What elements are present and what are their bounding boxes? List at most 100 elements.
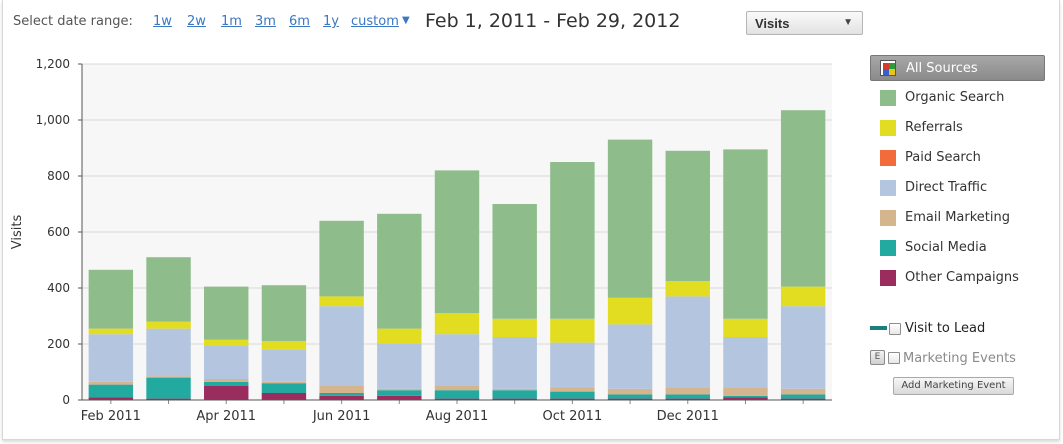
legend-referrals[interactable]: Referrals <box>870 115 1045 141</box>
bar-segment-direct-traffic[interactable] <box>377 344 422 389</box>
bar-segment-referrals[interactable] <box>780 286 826 307</box>
bar-segment-organic-search[interactable] <box>723 149 768 319</box>
bar-segment-direct-traffic[interactable] <box>261 349 307 382</box>
marketing-events-checkbox[interactable] <box>888 352 900 364</box>
bar-segment-email-marketing[interactable] <box>723 387 768 396</box>
bar-segment-organic-search[interactable] <box>204 286 249 340</box>
bar-segment-referrals[interactable] <box>434 313 480 335</box>
legend-direct-traffic[interactable]: Direct Traffic <box>870 175 1045 201</box>
add-marketing-event-button[interactable]: Add Marketing Event <box>893 377 1014 395</box>
bar-segment-social-media[interactable] <box>204 381 249 386</box>
bar-segment-email-marketing[interactable] <box>146 376 191 378</box>
bar-segment-direct-traffic[interactable] <box>204 345 249 379</box>
bar-segment-organic-search[interactable] <box>607 139 653 298</box>
bar-segment-other-campaigns[interactable] <box>723 397 768 400</box>
legend-email-marketing[interactable]: Email Marketing <box>870 205 1045 231</box>
bar-segment-referrals[interactable] <box>319 296 364 307</box>
bar-segment-referrals[interactable] <box>146 321 191 329</box>
bar-segment-direct-traffic[interactable] <box>607 324 653 389</box>
bar-segment-referrals[interactable] <box>204 339 249 346</box>
legend-all-sources[interactable]: All Sources <box>870 55 1045 81</box>
bar-segment-email-marketing[interactable] <box>607 388 653 395</box>
bar-segment-direct-traffic[interactable] <box>550 342 595 388</box>
bar-segment-email-marketing[interactable] <box>434 386 480 391</box>
bar-segment-other-campaigns[interactable] <box>261 393 307 400</box>
bar-segment-email-marketing[interactable] <box>665 387 710 395</box>
bar-segment-organic-search[interactable] <box>377 213 422 329</box>
custom-dropdown-arrow-icon[interactable]: ▼ <box>402 15 410 26</box>
bar-segment-referrals[interactable] <box>261 341 307 350</box>
marketing-events-toggle[interactable]: E Marketing Events <box>870 349 1050 369</box>
bar-segment-other-campaigns[interactable] <box>434 398 480 400</box>
bar-segment-direct-traffic[interactable] <box>665 296 710 388</box>
bar-segment-direct-traffic[interactable] <box>434 334 480 386</box>
bar-segment-direct-traffic[interactable] <box>88 334 134 382</box>
bar-segment-direct-traffic[interactable] <box>492 337 537 389</box>
bar-segment-social-media[interactable] <box>261 383 307 393</box>
bar-segment-organic-search[interactable] <box>492 204 537 319</box>
bar-segment-direct-traffic[interactable] <box>146 328 191 377</box>
metric-select[interactable]: Visits ▼ <box>746 11 863 35</box>
legend-other-campaigns[interactable]: Other Campaigns <box>870 265 1045 291</box>
bar-segment-organic-search[interactable] <box>665 150 710 281</box>
visit-to-lead-toggle[interactable]: Visit to Lead <box>870 320 1050 340</box>
bar-segment-email-marketing[interactable] <box>204 379 249 382</box>
bar-segment-other-campaigns[interactable] <box>377 395 422 400</box>
bar-segment-referrals[interactable] <box>665 281 710 297</box>
range-1w-link[interactable]: 1w <box>153 14 172 29</box>
bar-segment-referrals[interactable] <box>723 318 768 337</box>
bar-segment-email-marketing[interactable] <box>550 387 595 392</box>
legend-paid-search[interactable]: Paid Search <box>870 145 1045 171</box>
bar-segment-organic-search[interactable] <box>319 220 364 297</box>
bar-segment-social-media[interactable] <box>492 390 537 399</box>
bar-segment-social-media[interactable] <box>723 395 768 398</box>
range-2w-link[interactable]: 2w <box>187 14 206 29</box>
bar-segment-email-marketing[interactable] <box>261 381 307 384</box>
bar-segment-email-marketing[interactable] <box>492 388 537 391</box>
bar-segment-referrals[interactable] <box>377 328 422 344</box>
bar-segment-other-campaigns[interactable] <box>319 395 364 400</box>
bar-segment-social-media[interactable] <box>319 393 364 396</box>
bar-segment-social-media[interactable] <box>665 394 710 399</box>
bar-segment-organic-search[interactable] <box>780 110 826 287</box>
bar-segment-social-media[interactable] <box>88 384 134 398</box>
range-1m-link[interactable]: 1m <box>221 14 242 29</box>
bar-segment-other-campaigns[interactable] <box>665 398 710 400</box>
bar-segment-referrals[interactable] <box>550 318 595 343</box>
bar-segment-social-media[interactable] <box>146 377 191 399</box>
bar-segment-other-campaigns[interactable] <box>550 398 595 400</box>
bar-segment-email-marketing[interactable] <box>319 386 364 393</box>
bar-segment-other-campaigns[interactable] <box>492 398 537 400</box>
bar-segment-email-marketing[interactable] <box>780 388 826 395</box>
bar-segment-social-media[interactable] <box>607 394 653 399</box>
bar-segment-organic-search[interactable] <box>261 285 307 342</box>
bar-segment-social-media[interactable] <box>434 390 480 399</box>
bar-segment-other-campaigns[interactable] <box>607 398 653 400</box>
bar-segment-other-campaigns[interactable] <box>780 398 826 400</box>
bar-segment-referrals[interactable] <box>88 328 134 335</box>
bar-segment-direct-traffic[interactable] <box>780 306 826 389</box>
bar-segment-organic-search[interactable] <box>434 170 480 314</box>
range-1y-link[interactable]: 1y <box>323 14 339 29</box>
range-3m-link[interactable]: 3m <box>255 14 276 29</box>
bar-segment-organic-search[interactable] <box>550 162 595 319</box>
visit-to-lead-checkbox[interactable] <box>889 323 901 335</box>
bar-segment-direct-traffic[interactable] <box>319 306 364 386</box>
bar-segment-other-campaigns[interactable] <box>204 386 249 400</box>
bar-segment-organic-search[interactable] <box>146 257 191 322</box>
bar-segment-direct-traffic[interactable] <box>723 337 768 388</box>
bar-segment-social-media[interactable] <box>780 394 826 399</box>
bar-segment-social-media[interactable] <box>377 390 422 396</box>
bar-segment-referrals[interactable] <box>492 318 537 337</box>
bar-segment-organic-search[interactable] <box>88 269 134 329</box>
range-6m-link[interactable]: 6m <box>289 14 310 29</box>
bar-segment-email-marketing[interactable] <box>88 381 134 385</box>
bar-segment-other-campaigns[interactable] <box>88 397 134 400</box>
bar-segment-referrals[interactable] <box>607 297 653 325</box>
bar-segment-social-media[interactable] <box>550 391 595 399</box>
legend-organic-search[interactable]: Organic Search <box>870 85 1045 111</box>
bar-segment-other-campaigns[interactable] <box>146 398 191 400</box>
range-custom-link[interactable]: custom <box>351 14 399 29</box>
bar-segment-email-marketing[interactable] <box>377 388 422 391</box>
legend-social-media[interactable]: Social Media <box>870 235 1045 261</box>
